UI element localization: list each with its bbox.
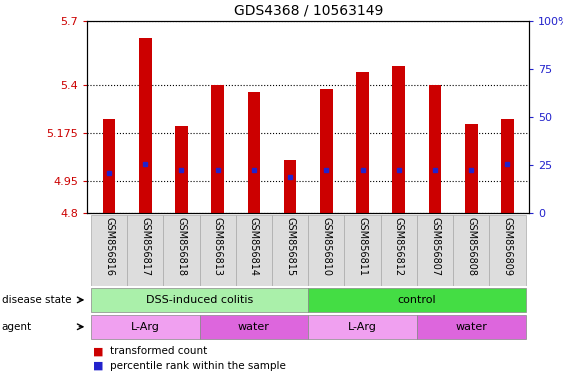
Text: ■: ■	[93, 346, 104, 356]
Bar	[236, 215, 272, 286]
Text: GSM856815: GSM856815	[285, 217, 295, 276]
Title: GDS4368 / 10563149: GDS4368 / 10563149	[234, 3, 383, 17]
Bar	[199, 315, 309, 339]
Text: GSM856811: GSM856811	[358, 217, 368, 276]
Text: DSS-induced colitis: DSS-induced colitis	[146, 295, 253, 305]
Bar	[381, 215, 417, 286]
Text: GSM856810: GSM856810	[321, 217, 332, 276]
Bar	[309, 315, 417, 339]
Text: control: control	[397, 295, 436, 305]
Text: GSM856813: GSM856813	[213, 217, 223, 276]
Bar	[91, 315, 199, 339]
Bar	[417, 215, 453, 286]
Text: GSM856812: GSM856812	[394, 217, 404, 276]
Bar	[91, 215, 127, 286]
Text: disease state: disease state	[2, 295, 71, 305]
Bar	[272, 215, 309, 286]
Text: GSM856817: GSM856817	[140, 217, 150, 276]
Bar	[248, 91, 260, 213]
Bar	[453, 215, 489, 286]
Text: percentile rank within the sample: percentile rank within the sample	[110, 361, 285, 371]
Bar	[428, 85, 441, 213]
Text: ■: ■	[93, 361, 104, 371]
Text: GSM856807: GSM856807	[430, 217, 440, 276]
Text: L-Arg: L-Arg	[348, 322, 377, 332]
Bar	[284, 160, 297, 213]
Text: GSM856809: GSM856809	[503, 217, 512, 276]
Bar	[392, 66, 405, 213]
Bar	[417, 315, 526, 339]
Bar	[175, 126, 188, 213]
Bar	[501, 119, 514, 213]
Bar	[320, 89, 333, 213]
Bar	[139, 38, 151, 213]
Text: GSM856814: GSM856814	[249, 217, 259, 276]
Text: water: water	[455, 322, 487, 332]
Bar	[489, 215, 526, 286]
Bar	[465, 124, 477, 213]
Bar	[199, 215, 236, 286]
Bar	[345, 215, 381, 286]
Text: GSM856808: GSM856808	[466, 217, 476, 276]
Bar	[356, 72, 369, 213]
Text: GSM856818: GSM856818	[176, 217, 186, 276]
Bar	[127, 215, 163, 286]
Bar	[211, 85, 224, 213]
Bar	[102, 119, 115, 213]
Text: L-Arg: L-Arg	[131, 322, 160, 332]
Text: transformed count: transformed count	[110, 346, 207, 356]
Bar	[91, 288, 309, 312]
Bar	[309, 215, 345, 286]
Bar	[163, 215, 199, 286]
Text: GSM856816: GSM856816	[104, 217, 114, 276]
Text: agent: agent	[2, 322, 32, 332]
Bar	[309, 288, 526, 312]
Text: water: water	[238, 322, 270, 332]
